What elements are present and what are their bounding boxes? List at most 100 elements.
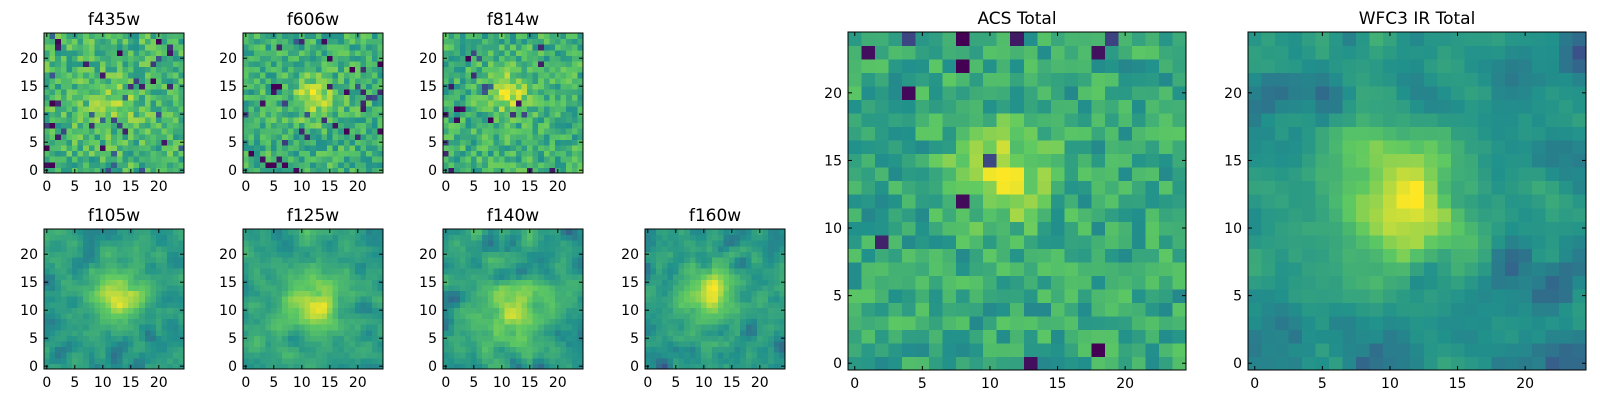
heatmap-cell <box>156 89 163 96</box>
heatmap-cell <box>315 296 322 303</box>
heatmap-cell <box>448 117 455 124</box>
heatmap-cell <box>122 133 129 140</box>
y-tick-label: 10 <box>621 303 639 319</box>
heatmap-cell <box>133 301 140 308</box>
heatmap-cell <box>566 262 573 269</box>
heatmap-cell <box>366 279 373 286</box>
heatmap-cell <box>167 313 174 320</box>
heatmap-cell <box>315 268 322 275</box>
heatmap-cell <box>156 55 163 62</box>
heatmap-cell <box>355 161 362 168</box>
heatmap-cell <box>377 240 384 247</box>
heatmap-cell <box>66 66 73 73</box>
heatmap-cell <box>315 38 322 45</box>
heatmap-cell <box>161 357 168 364</box>
heatmap-cell <box>156 329 163 336</box>
heatmap-cell <box>116 307 123 314</box>
heatmap-cell <box>1064 288 1079 303</box>
heatmap-cell <box>332 94 339 101</box>
heatmap-cell <box>706 329 713 336</box>
heatmap-cell <box>471 296 478 303</box>
heatmap-cell <box>571 262 578 269</box>
heatmap-cell <box>678 290 685 297</box>
heatmap-cell <box>510 279 517 286</box>
heatmap-cell <box>706 363 713 370</box>
heatmap-cell <box>689 262 696 269</box>
heatmap-cell <box>94 33 101 40</box>
heatmap-cell <box>656 313 663 320</box>
heatmap-cell <box>695 307 702 314</box>
heatmap-cell <box>94 234 101 241</box>
heatmap-cell <box>504 363 511 370</box>
heatmap-cell <box>167 94 174 101</box>
heatmap-cell <box>371 229 378 236</box>
heatmap-cell <box>327 279 334 286</box>
heatmap-cell <box>942 221 957 236</box>
heatmap-cell <box>332 307 339 314</box>
heatmap-cell <box>1037 275 1052 290</box>
heatmap-cell <box>139 167 146 174</box>
heatmap-cell <box>740 273 747 280</box>
heatmap-cell <box>271 273 278 280</box>
heatmap-cell <box>1091 329 1106 344</box>
heatmap-cell <box>167 66 174 73</box>
heatmap-cell <box>276 105 283 112</box>
heatmap-cell <box>487 83 494 90</box>
heatmap-cell <box>105 38 112 45</box>
heatmap-cell <box>996 167 1011 182</box>
heatmap-cell <box>343 329 350 336</box>
heatmap-cell <box>287 33 294 40</box>
heatmap-cell <box>265 329 272 336</box>
heatmap-cell <box>661 234 668 241</box>
heatmap-cell <box>178 61 185 68</box>
heatmap-cell <box>60 49 67 56</box>
heatmap-cell <box>543 117 550 124</box>
heatmap-cell <box>521 335 528 342</box>
heatmap-cell <box>577 161 584 168</box>
heatmap-cell <box>122 335 129 342</box>
heatmap-cell <box>133 240 140 247</box>
heatmap-cell <box>150 77 157 84</box>
heatmap-cell <box>83 257 90 264</box>
heatmap-cell <box>156 279 163 286</box>
heatmap-cell <box>72 318 79 325</box>
heatmap-cell <box>338 66 345 73</box>
heatmap-cell <box>55 234 62 241</box>
heatmap-cell <box>83 229 90 236</box>
heatmap-cell <box>566 251 573 258</box>
heatmap-cell <box>471 346 478 353</box>
heatmap-cell <box>248 94 255 101</box>
heatmap-cell <box>459 240 466 247</box>
heatmap-cell <box>875 221 890 236</box>
heatmap-cell <box>248 279 255 286</box>
heatmap-cell <box>723 363 730 370</box>
heatmap-cell <box>128 329 135 336</box>
heatmap-cell <box>515 66 522 73</box>
heatmap-cell <box>282 139 289 146</box>
heatmap-cell <box>443 329 450 336</box>
heatmap-cell <box>942 234 957 249</box>
heatmap-cell <box>656 285 663 292</box>
heatmap-cell <box>706 285 713 292</box>
heatmap-cell <box>942 261 957 276</box>
heatmap-cell <box>259 268 266 275</box>
heatmap-cell <box>44 285 51 292</box>
heatmap-cell <box>377 117 384 124</box>
heatmap-cell <box>861 261 876 276</box>
heatmap-cell <box>377 262 384 269</box>
heatmap-cell <box>161 329 168 336</box>
heatmap-cell <box>493 257 500 264</box>
heatmap-cell <box>532 94 539 101</box>
heatmap-cell <box>459 150 466 157</box>
heatmap-cell <box>1131 342 1146 357</box>
heatmap-cell <box>248 234 255 241</box>
heatmap-cell <box>712 301 719 308</box>
heatmap-cell <box>55 49 62 56</box>
heatmap-cell <box>695 341 702 348</box>
heatmap-cell <box>144 49 151 56</box>
heatmap-cell <box>448 268 455 275</box>
heatmap-cell <box>1118 315 1133 330</box>
heatmap-cell <box>60 296 67 303</box>
heatmap-cell <box>72 128 79 135</box>
